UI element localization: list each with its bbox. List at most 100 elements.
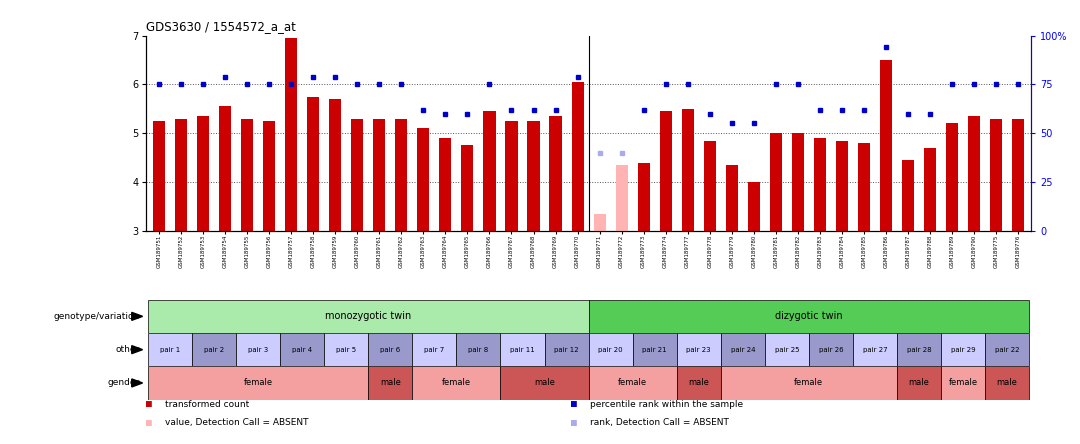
Bar xyxy=(677,366,720,400)
Bar xyxy=(726,165,738,231)
Text: pair 25: pair 25 xyxy=(774,347,799,353)
Text: pair 26: pair 26 xyxy=(819,347,843,353)
Bar xyxy=(720,366,897,400)
Text: ■: ■ xyxy=(146,399,151,409)
Text: ■: ■ xyxy=(571,418,577,428)
Text: male: male xyxy=(997,378,1017,388)
Bar xyxy=(897,333,941,366)
Text: pair 21: pair 21 xyxy=(643,347,667,353)
Bar xyxy=(594,214,606,231)
Text: percentile rank within the sample: percentile rank within the sample xyxy=(591,400,743,408)
Bar xyxy=(677,333,720,366)
Text: value, Detection Call = ABSENT: value, Detection Call = ABSENT xyxy=(165,418,309,427)
Bar xyxy=(550,116,562,231)
Bar xyxy=(241,119,253,231)
Bar xyxy=(765,333,809,366)
Bar xyxy=(219,107,231,231)
Bar xyxy=(505,121,517,231)
Bar xyxy=(1012,119,1024,231)
Text: male: male xyxy=(380,378,401,388)
Bar xyxy=(148,300,589,333)
Bar xyxy=(148,366,368,400)
Bar xyxy=(704,141,716,231)
Text: ■: ■ xyxy=(146,418,151,428)
Bar xyxy=(681,109,693,231)
Bar xyxy=(413,333,457,366)
Text: pair 2: pair 2 xyxy=(204,347,225,353)
Bar xyxy=(589,366,677,400)
Text: other: other xyxy=(116,345,139,354)
Bar xyxy=(770,133,782,231)
Text: pair 5: pair 5 xyxy=(336,347,356,353)
Text: dizygotic twin: dizygotic twin xyxy=(775,311,842,321)
Bar xyxy=(880,60,892,231)
Bar xyxy=(395,119,407,231)
Bar xyxy=(814,138,826,231)
Bar xyxy=(484,111,496,231)
Bar xyxy=(985,333,1029,366)
Bar xyxy=(280,333,324,366)
Text: female: female xyxy=(442,378,471,388)
Bar xyxy=(148,333,192,366)
Text: pair 6: pair 6 xyxy=(380,347,401,353)
Text: pair 22: pair 22 xyxy=(995,347,1020,353)
Bar xyxy=(192,333,237,366)
Bar xyxy=(792,133,804,231)
Text: gender: gender xyxy=(107,378,139,388)
Text: female: female xyxy=(244,378,273,388)
Bar xyxy=(990,119,1002,231)
Text: female: female xyxy=(794,378,823,388)
Bar xyxy=(941,333,985,366)
Text: male: male xyxy=(688,378,710,388)
Bar xyxy=(924,148,936,231)
Text: pair 29: pair 29 xyxy=(950,347,975,353)
Bar xyxy=(351,119,363,231)
Bar xyxy=(809,333,853,366)
Bar xyxy=(720,333,765,366)
Text: pair 12: pair 12 xyxy=(554,347,579,353)
Bar xyxy=(500,333,544,366)
Bar xyxy=(941,366,985,400)
Bar xyxy=(264,121,275,231)
Bar xyxy=(368,366,413,400)
Text: pair 3: pair 3 xyxy=(248,347,268,353)
Text: pair 27: pair 27 xyxy=(863,347,888,353)
Bar xyxy=(285,38,297,231)
Bar xyxy=(457,333,500,366)
Bar xyxy=(637,163,650,231)
Text: male: male xyxy=(908,378,930,388)
Bar xyxy=(440,138,451,231)
Bar xyxy=(633,333,677,366)
Text: pair 20: pair 20 xyxy=(598,347,623,353)
Bar xyxy=(858,143,870,231)
Text: rank, Detection Call = ABSENT: rank, Detection Call = ABSENT xyxy=(591,418,729,427)
Bar xyxy=(836,141,848,231)
Bar xyxy=(324,333,368,366)
Text: pair 23: pair 23 xyxy=(687,347,711,353)
Text: pair 7: pair 7 xyxy=(424,347,445,353)
Bar xyxy=(374,119,386,231)
Bar xyxy=(897,366,941,400)
Text: pair 28: pair 28 xyxy=(907,347,931,353)
Text: GDS3630 / 1554572_a_at: GDS3630 / 1554572_a_at xyxy=(146,20,296,33)
Bar xyxy=(589,333,633,366)
Text: female: female xyxy=(948,378,977,388)
Text: pair 24: pair 24 xyxy=(730,347,755,353)
Bar xyxy=(175,119,187,231)
Text: monozygotic twin: monozygotic twin xyxy=(325,311,411,321)
Bar xyxy=(237,333,280,366)
Bar xyxy=(985,366,1029,400)
Text: transformed count: transformed count xyxy=(165,400,249,408)
Bar xyxy=(571,82,583,231)
Bar xyxy=(660,111,672,231)
Bar xyxy=(853,333,897,366)
Text: pair 4: pair 4 xyxy=(293,347,312,353)
Text: male: male xyxy=(535,378,555,388)
Text: pair 1: pair 1 xyxy=(160,347,180,353)
Bar xyxy=(946,123,958,231)
Bar xyxy=(461,146,473,231)
Bar xyxy=(413,366,500,400)
Bar xyxy=(747,182,760,231)
Bar xyxy=(500,366,589,400)
Bar xyxy=(616,165,627,231)
